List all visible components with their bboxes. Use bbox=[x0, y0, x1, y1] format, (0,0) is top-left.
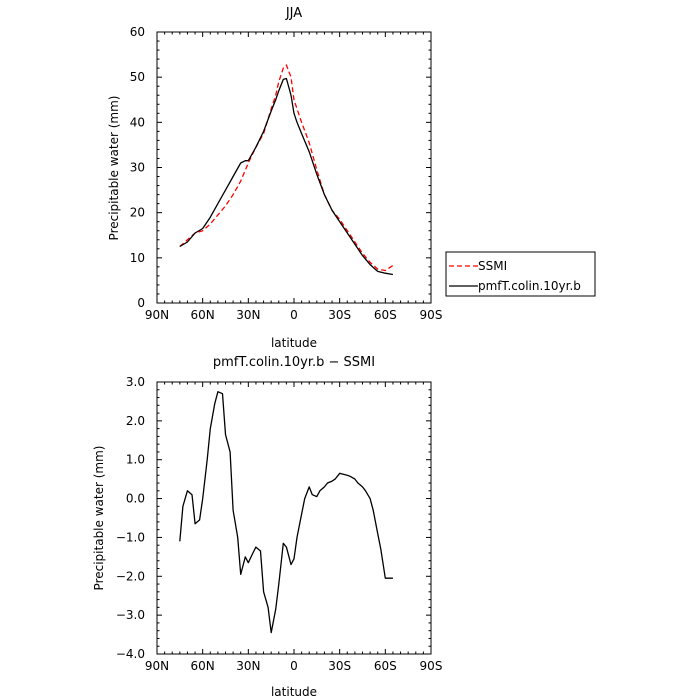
y-tick-label: 0 bbox=[137, 296, 145, 310]
x-tick-label: 30N bbox=[236, 659, 260, 673]
plot-frame bbox=[156, 381, 432, 655]
series-line-ssmi bbox=[179, 64, 394, 272]
y-tick-label: 60 bbox=[130, 25, 145, 39]
x-tick-label: 60S bbox=[374, 659, 397, 673]
chart1-axes: 90N 60N 30N 0 30S 60S 90S 0 10 20 30 40 50 60 bbox=[130, 25, 443, 322]
x-tick-label: 60N bbox=[191, 659, 215, 673]
chart1-ylabel: Precipitable water (mm) bbox=[107, 96, 121, 241]
chart2-ylabel: Precipitable water (mm) bbox=[92, 446, 106, 591]
x-tick-label: 90N bbox=[145, 308, 169, 322]
legend-label-model: pmfT.colin.10yr.b bbox=[478, 279, 581, 293]
x-tick-label: 0 bbox=[290, 659, 298, 673]
x-tick-label: 30S bbox=[328, 308, 351, 322]
chart2-xlabel: latitude bbox=[271, 685, 317, 699]
y-tick-label: 10 bbox=[130, 251, 145, 265]
chart2-axes: 90N 60N 30N 0 30S 60S 90S 3.0 2.0 1.0 0.0 −1.0 −2.0 −… bbox=[116, 375, 443, 673]
chart2-series bbox=[179, 391, 393, 634]
y-tick-label: 1.0 bbox=[126, 453, 145, 467]
chart1-series bbox=[179, 64, 394, 276]
legend-label-ssmi: SSMI bbox=[478, 259, 507, 273]
x-tick-label: 0 bbox=[290, 308, 298, 322]
x-tick-label: 60S bbox=[374, 308, 397, 322]
chart2-title: pmfT.colin.10yr.b − SSMI bbox=[213, 355, 375, 370]
y-tick-label: 3.0 bbox=[126, 375, 145, 389]
legend: SSMI pmfT.colin.10yr.b bbox=[445, 251, 596, 297]
x-tick-label: 30N bbox=[236, 308, 260, 322]
legend-box bbox=[445, 251, 596, 297]
chart-jja: JJA 90N 60N 30N 0 30S 60S 90S 0 10 20 30 40 50 60 lat… bbox=[107, 6, 442, 350]
chart1-title: JJA bbox=[285, 6, 302, 21]
y-tick-label: 40 bbox=[130, 115, 145, 129]
y-tick-label: 30 bbox=[130, 161, 145, 175]
chart-difference: pmfT.colin.10yr.b − SSMI 90N 60N 30N 0 30S 60… bbox=[92, 355, 442, 699]
x-tick-label: 90N bbox=[145, 659, 169, 673]
x-tick-label: 90S bbox=[420, 308, 443, 322]
y-tick-label: −3.0 bbox=[116, 608, 145, 622]
y-tick-label: 20 bbox=[130, 206, 145, 220]
chart1-xlabel: latitude bbox=[271, 336, 317, 350]
series-line-pmft-colin-10yr-b bbox=[179, 77, 394, 276]
y-tick-label: 2.0 bbox=[126, 414, 145, 428]
x-tick-label: 60N bbox=[191, 308, 215, 322]
series-line-diff-0 bbox=[179, 391, 393, 634]
y-tick-label: −2.0 bbox=[116, 569, 145, 583]
y-tick-label: −1.0 bbox=[116, 530, 145, 544]
y-tick-label: 50 bbox=[130, 70, 145, 84]
plot-frame bbox=[156, 31, 432, 304]
y-tick-label: 0.0 bbox=[126, 492, 145, 506]
y-tick-label: −4.0 bbox=[116, 647, 145, 661]
x-tick-label: 90S bbox=[420, 659, 443, 673]
x-tick-label: 30S bbox=[328, 659, 351, 673]
